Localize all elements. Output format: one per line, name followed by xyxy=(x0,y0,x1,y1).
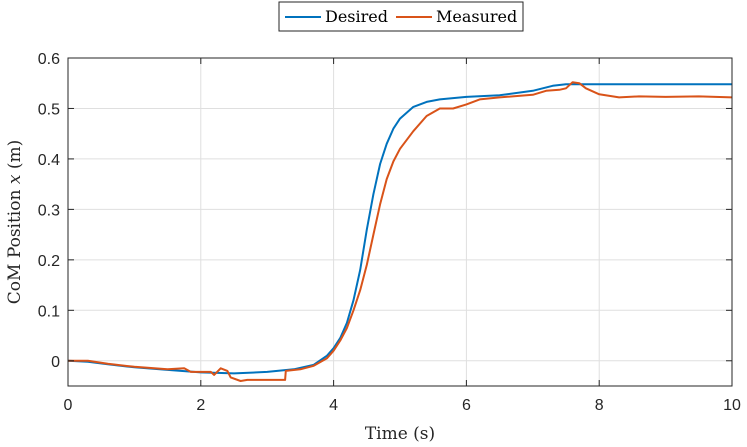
x-tick-label: 2 xyxy=(196,397,205,414)
y-tick-label: 0.2 xyxy=(38,253,60,270)
y-tick-label: 0 xyxy=(51,354,60,371)
y-axis-label-variable: x xyxy=(5,174,25,184)
y-tick-label: 0.5 xyxy=(38,101,60,118)
axis-ticks: 0 2 4 6 8 10 0 0.1 0.2 0.3 0.4 0.5 0.6 xyxy=(38,51,741,414)
plot-background xyxy=(68,58,732,386)
series-line-measured xyxy=(68,81,733,382)
series-lines xyxy=(67,81,733,382)
y-axis-label-prefix: CoM Position xyxy=(5,184,25,304)
x-tick-label: 4 xyxy=(329,397,338,414)
y-tick-label: 0.4 xyxy=(38,152,60,169)
legend-label-desired: Desired xyxy=(325,7,388,26)
y-axis-label-suffix: (m) xyxy=(5,140,25,175)
legend-label-measured: Measured xyxy=(436,7,517,26)
x-tick-label: 0 xyxy=(64,397,73,414)
y-tick-label: 0.6 xyxy=(38,51,60,68)
x-axis-label: Time (s) xyxy=(365,424,435,444)
y-tick-label: 0.3 xyxy=(38,202,60,219)
plot-frame xyxy=(67,57,733,387)
x-tick-label: 8 xyxy=(595,397,604,414)
y-axis-label: CoM Position x (m) xyxy=(5,140,25,304)
legend: Desired Measured xyxy=(278,1,524,32)
y-tick-label: 0.1 xyxy=(38,303,60,320)
x-tick-label: 10 xyxy=(723,397,741,414)
x-tick-label: 6 xyxy=(462,397,471,414)
